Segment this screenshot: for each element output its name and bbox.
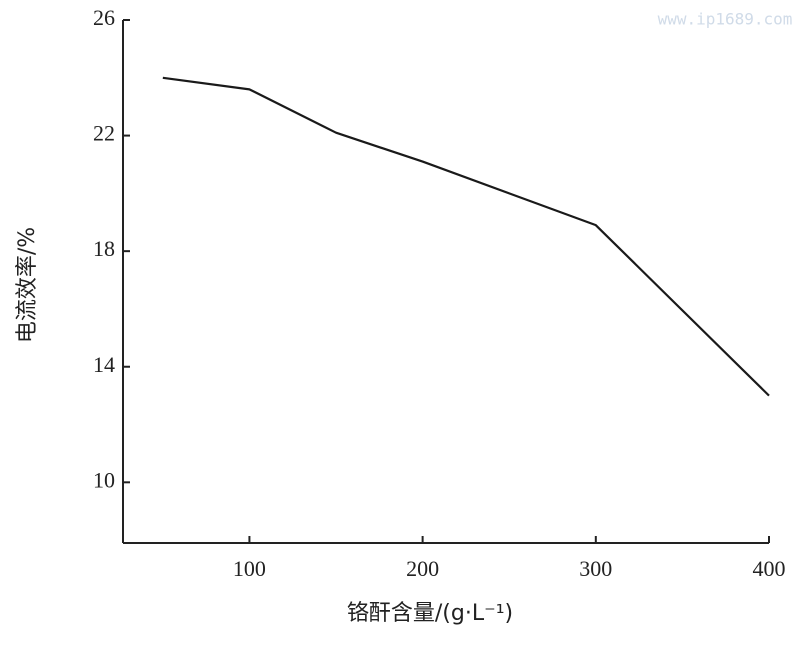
y-tick-label: 14 [93,352,115,377]
watermark: www.ip1689.com [658,10,793,29]
line-series [162,76,770,397]
y-tick-label: 18 [93,236,115,261]
x-tick-label: 100 [233,556,266,581]
x-tick-label: 200 [406,556,439,581]
y-tick-label: 22 [93,121,115,146]
y-tick-label: 10 [93,467,115,492]
x-axis-label: 铬酐含量/(g·L⁻¹) [347,601,513,626]
y-axis-label: 电流效率/% [15,227,40,343]
x-tick-label: 400 [753,556,786,581]
x-tick-label: 300 [579,556,612,581]
y-tick-label: 26 [93,5,115,30]
